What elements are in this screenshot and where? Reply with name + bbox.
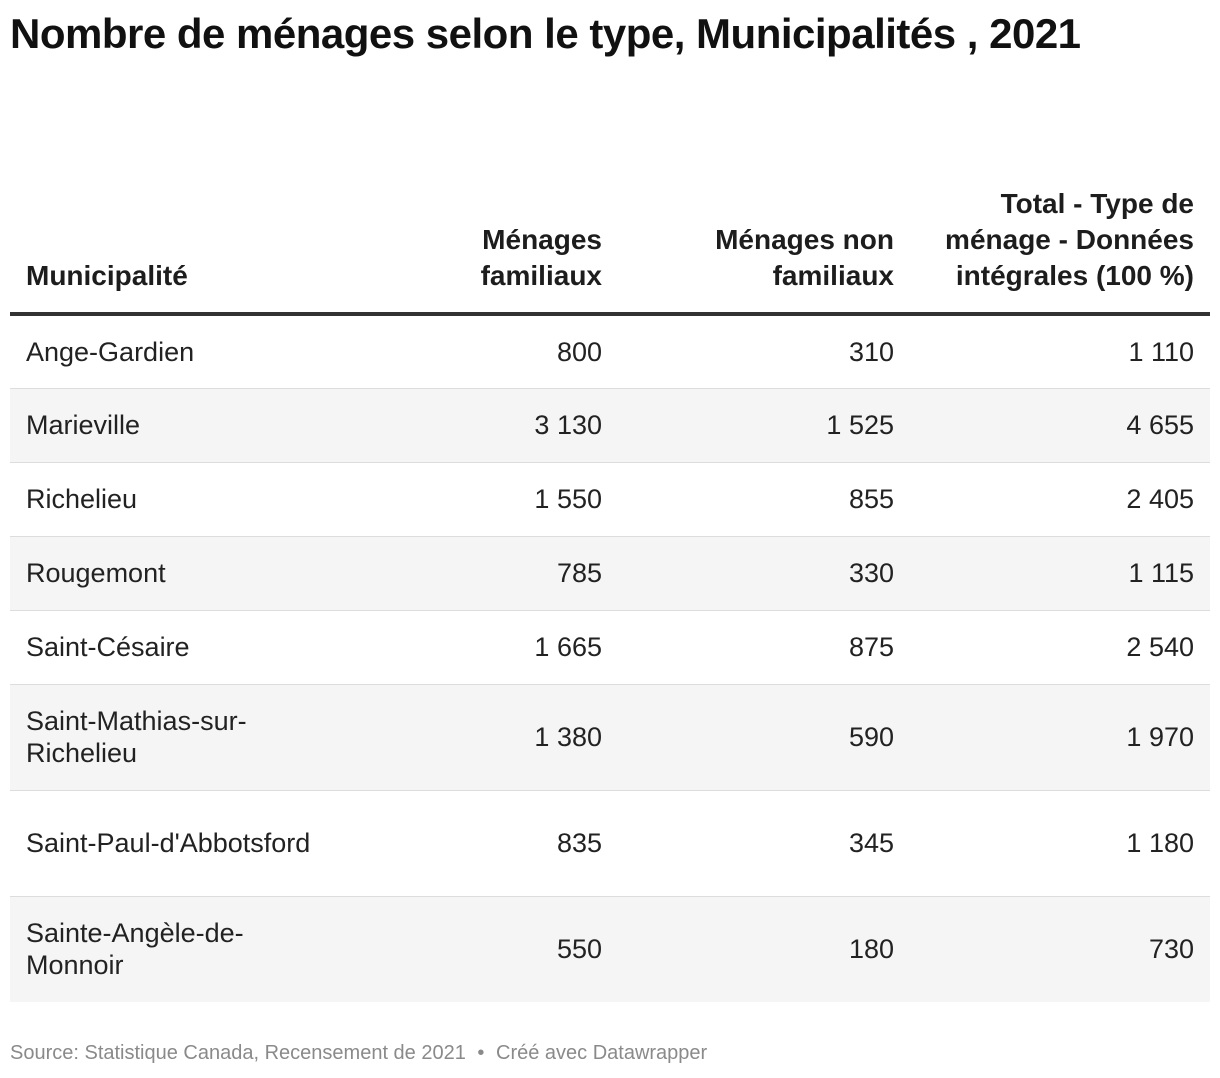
- cell-non-family-households: 875: [618, 610, 910, 685]
- cell-family-households: 3 130: [340, 388, 618, 463]
- cell-total: 2 405: [910, 462, 1210, 537]
- table-row: Richelieu 1 550 855 2 405: [10, 462, 1210, 537]
- cell-municipality: Ange-Gardien: [10, 314, 340, 389]
- cell-family-households: 785: [340, 536, 618, 611]
- cell-family-households: 1 380: [340, 684, 618, 791]
- cell-non-family-households: 180: [618, 896, 910, 1002]
- source-text: Source: Statistique Canada, Recensement …: [10, 1042, 466, 1064]
- cell-non-family-households: 855: [618, 462, 910, 537]
- table-row: Saint-Mathias-sur-Richelieu 1 380 590 1 …: [10, 684, 1210, 791]
- table-row: Sainte-Angèle-de-Monnoir 550 180 730: [10, 896, 1210, 1002]
- chart-title: Nombre de ménages selon le type, Municip…: [10, 10, 1081, 57]
- cell-family-households: 800: [340, 314, 618, 389]
- cell-total: 2 540: [910, 610, 1210, 685]
- column-header-menages-familiaux[interactable]: Ménages familiaux: [340, 108, 618, 316]
- cell-municipality: Richelieu: [10, 462, 340, 537]
- table-row: Rougemont 785 330 1 115: [10, 536, 1210, 611]
- separator-dot: •: [477, 1042, 485, 1064]
- cell-municipality: Sainte-Angèle-de-Monnoir: [10, 896, 340, 1002]
- header-row: Municipalité Ménages familiaux Ménages n…: [10, 108, 1210, 316]
- table-row: Saint-Césaire 1 665 875 2 540: [10, 610, 1210, 685]
- cell-family-households: 1 550: [340, 462, 618, 537]
- table-row: Saint-Paul-d'Abbotsford 835 345 1 180: [10, 790, 1210, 897]
- cell-non-family-households: 330: [618, 536, 910, 611]
- cell-family-households: 835: [340, 790, 618, 897]
- cell-non-family-households: 310: [618, 314, 910, 389]
- column-header-total[interactable]: Total - Type de ménage - Données intégra…: [910, 108, 1210, 316]
- cell-total: 1 115: [910, 536, 1210, 611]
- source-footer: Source: Statistique Canada, Recensement …: [10, 1042, 707, 1065]
- cell-total: 4 655: [910, 388, 1210, 463]
- table-row: Ange-Gardien 800 310 1 110: [10, 314, 1210, 389]
- cell-total: 1 970: [910, 684, 1210, 791]
- cell-municipality: Saint-Mathias-sur-Richelieu: [10, 684, 340, 791]
- cell-total: 1 110: [910, 314, 1210, 389]
- cell-municipality: Rougemont: [10, 536, 340, 611]
- data-table: Municipalité Ménages familiaux Ménages n…: [10, 108, 1210, 1002]
- cell-family-households: 1 665: [340, 610, 618, 685]
- column-header-municipalite[interactable]: Municipalité: [10, 108, 340, 316]
- cell-non-family-households: 345: [618, 790, 910, 897]
- cell-municipality: Saint-Césaire: [10, 610, 340, 685]
- cell-total: 730: [910, 896, 1210, 1002]
- cell-total: 1 180: [910, 790, 1210, 897]
- column-header-menages-non-familiaux[interactable]: Ménages non familiaux: [618, 108, 910, 316]
- cell-non-family-households: 1 525: [618, 388, 910, 463]
- cell-municipality: Marieville: [10, 388, 340, 463]
- cell-municipality: Saint-Paul-d'Abbotsford: [10, 790, 340, 897]
- datawrapper-credit[interactable]: Créé avec Datawrapper: [496, 1042, 708, 1064]
- table-row: Marieville 3 130 1 525 4 655: [10, 388, 1210, 463]
- cell-non-family-households: 590: [618, 684, 910, 791]
- cell-family-households: 550: [340, 896, 618, 1002]
